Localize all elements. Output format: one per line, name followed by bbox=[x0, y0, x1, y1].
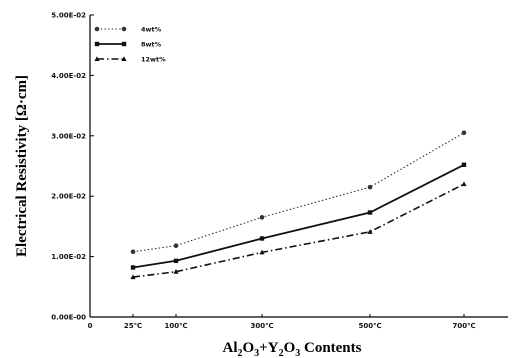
data-point-8wt% bbox=[259, 236, 265, 241]
y-tick-label: 1.00E-02 bbox=[51, 253, 86, 261]
legend-marker bbox=[121, 56, 127, 61]
data-point-4wt% bbox=[173, 243, 179, 249]
legend-label: 12wt% bbox=[141, 56, 166, 64]
data-point-8wt% bbox=[367, 210, 373, 215]
y-axis-label: Electrical Resistivity [Ω·cm] bbox=[14, 75, 30, 257]
data-point-4wt% bbox=[130, 249, 136, 255]
legend-marker bbox=[121, 26, 127, 32]
x-label-part: +Y bbox=[259, 340, 279, 356]
series-line-8wt% bbox=[132, 163, 465, 269]
data-point-4wt% bbox=[461, 130, 467, 136]
data-point-12wt% bbox=[367, 229, 373, 234]
legend-marker bbox=[94, 56, 100, 61]
y-tick-label: 0.00E-00 bbox=[51, 314, 86, 322]
legend-label: 4wt% bbox=[141, 26, 162, 34]
x-label-part: Contents bbox=[300, 340, 361, 356]
x-tick-label: 25℃ bbox=[124, 322, 142, 330]
legend-label: 8wt% bbox=[141, 41, 162, 49]
data-point-8wt% bbox=[130, 265, 136, 270]
data-point-8wt% bbox=[461, 162, 467, 167]
x-tick-label: 300℃ bbox=[250, 322, 273, 330]
legend-marker bbox=[94, 26, 100, 32]
data-point-12wt% bbox=[173, 268, 179, 274]
data-point-4wt% bbox=[367, 184, 373, 190]
x-label-sub: 2 bbox=[279, 348, 284, 358]
x-label-sub: 3 bbox=[254, 348, 259, 358]
y-tick-label: 3.00E-02 bbox=[51, 132, 86, 140]
x-label-sub: 3 bbox=[295, 348, 300, 358]
x-label-sub: 2 bbox=[238, 348, 243, 358]
legend-marker bbox=[94, 41, 100, 47]
y-tick-label: 5.00E-02 bbox=[51, 12, 86, 20]
y-tick-label: 4.00E-02 bbox=[51, 72, 86, 80]
y-tick-label: 2.00E-02 bbox=[51, 193, 86, 201]
legend-marker bbox=[121, 41, 127, 47]
x-tick-label: 100℃ bbox=[164, 322, 187, 330]
x-tick-label: 700℃ bbox=[452, 322, 475, 330]
data-point-12wt% bbox=[259, 249, 265, 255]
x-tick-label: 0 bbox=[88, 322, 93, 330]
data-point-4wt% bbox=[259, 215, 265, 220]
x-label-part: O bbox=[243, 340, 255, 356]
series-line-4wt% bbox=[132, 132, 465, 253]
data-point-12wt% bbox=[130, 274, 136, 280]
data-point-12wt% bbox=[461, 181, 467, 187]
legend: 4wt% 8wt% 12wt% bbox=[94, 26, 166, 64]
x-axis-label: Al2O3+Y2O3 Contents bbox=[223, 340, 362, 358]
data-point-8wt% bbox=[173, 258, 179, 264]
x-label-part: O bbox=[284, 340, 296, 356]
x-tick-label: 500℃ bbox=[358, 322, 381, 330]
x-label-part: Al bbox=[223, 340, 238, 356]
